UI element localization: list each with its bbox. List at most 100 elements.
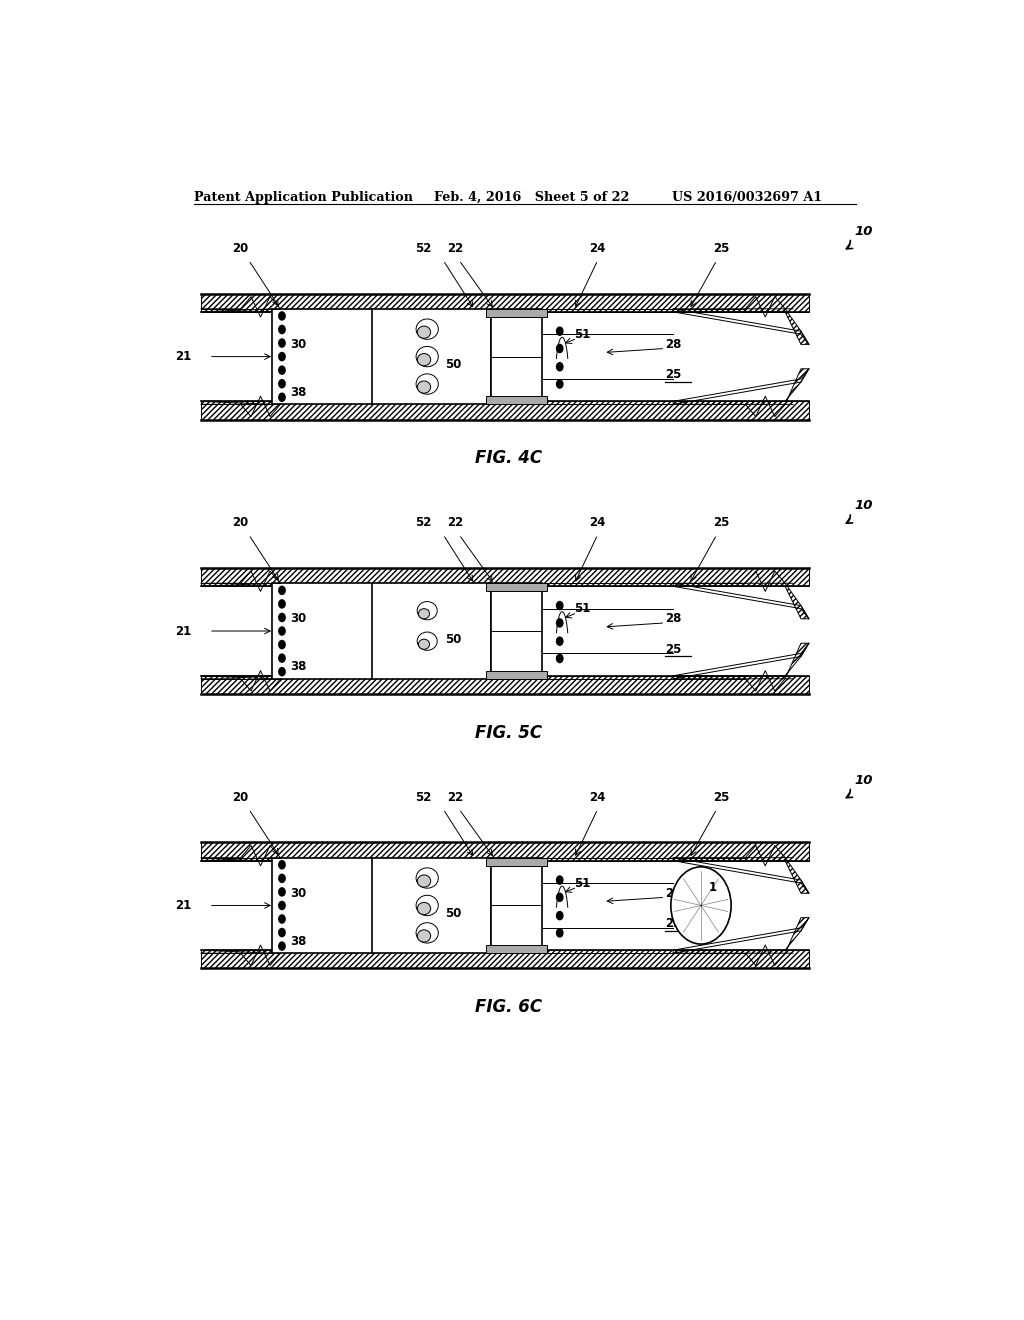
Text: 25: 25	[713, 242, 729, 255]
Bar	[272, 858, 490, 953]
Polygon shape	[673, 309, 809, 404]
Circle shape	[279, 915, 285, 923]
Circle shape	[557, 327, 563, 335]
Text: 51: 51	[574, 876, 591, 890]
Ellipse shape	[416, 867, 438, 888]
Circle shape	[279, 614, 285, 622]
Circle shape	[557, 380, 563, 388]
Text: FIG. 6C: FIG. 6C	[475, 998, 543, 1016]
Circle shape	[279, 366, 285, 374]
Text: 51: 51	[574, 327, 591, 341]
Text: 21: 21	[175, 899, 191, 912]
Ellipse shape	[418, 354, 431, 366]
Polygon shape	[673, 583, 809, 678]
Text: 38: 38	[290, 935, 306, 948]
Text: 30: 30	[290, 338, 306, 351]
Circle shape	[279, 902, 285, 909]
Text: FIG. 4C: FIG. 4C	[475, 449, 543, 467]
Text: 20: 20	[232, 516, 249, 529]
Bar	[490, 583, 543, 678]
Text: 21: 21	[175, 350, 191, 363]
Text: 25: 25	[666, 368, 682, 381]
Text: 22: 22	[447, 242, 463, 255]
Text: 24: 24	[590, 242, 606, 255]
Circle shape	[279, 339, 285, 347]
Bar	[201, 401, 809, 420]
Ellipse shape	[419, 609, 430, 619]
Bar	[490, 309, 543, 404]
Text: 25: 25	[666, 917, 682, 931]
Text: FIG. 5C: FIG. 5C	[475, 723, 543, 742]
Text: 20: 20	[232, 242, 249, 255]
Circle shape	[279, 352, 285, 360]
Circle shape	[557, 894, 563, 902]
Circle shape	[557, 602, 563, 610]
Circle shape	[557, 912, 563, 920]
Text: 50: 50	[444, 358, 461, 371]
Ellipse shape	[416, 319, 438, 339]
Circle shape	[279, 861, 285, 869]
Circle shape	[279, 627, 285, 635]
Ellipse shape	[416, 895, 438, 916]
Circle shape	[279, 942, 285, 950]
Bar	[201, 676, 809, 694]
Polygon shape	[201, 583, 272, 678]
Bar	[272, 309, 490, 404]
Text: 22: 22	[447, 516, 463, 529]
Polygon shape	[673, 858, 809, 953]
Text: 28: 28	[666, 887, 682, 900]
Bar	[486, 858, 547, 866]
Text: 28: 28	[666, 338, 682, 351]
Bar	[201, 842, 809, 861]
Bar	[201, 858, 809, 953]
Text: 25: 25	[713, 791, 729, 804]
Ellipse shape	[418, 875, 431, 887]
Polygon shape	[201, 858, 272, 953]
Bar	[201, 583, 809, 678]
Circle shape	[279, 668, 285, 676]
Bar	[486, 309, 547, 317]
Text: 25: 25	[666, 643, 682, 656]
Bar	[486, 396, 547, 404]
Circle shape	[279, 874, 285, 882]
Circle shape	[557, 929, 563, 937]
Bar	[490, 858, 543, 953]
Circle shape	[279, 640, 285, 648]
Circle shape	[557, 655, 563, 663]
Circle shape	[279, 586, 285, 594]
Ellipse shape	[416, 346, 438, 367]
Bar	[201, 568, 809, 586]
Text: Patent Application Publication: Patent Application Publication	[194, 191, 413, 203]
Ellipse shape	[419, 639, 430, 649]
Circle shape	[279, 380, 285, 388]
Ellipse shape	[416, 923, 438, 942]
Text: 50: 50	[444, 632, 461, 645]
Text: US 2016/0032697 A1: US 2016/0032697 A1	[672, 191, 821, 203]
Text: 10: 10	[854, 224, 872, 238]
Text: 21: 21	[175, 624, 191, 638]
Circle shape	[557, 876, 563, 884]
Text: 10: 10	[854, 774, 872, 787]
Circle shape	[279, 888, 285, 896]
Circle shape	[279, 312, 285, 319]
Text: 38: 38	[290, 660, 306, 673]
Ellipse shape	[418, 929, 431, 942]
Circle shape	[557, 345, 563, 352]
Ellipse shape	[417, 632, 437, 651]
Text: 10: 10	[854, 499, 872, 512]
Text: 28: 28	[666, 612, 682, 626]
Text: 1: 1	[709, 880, 717, 894]
Text: 52: 52	[415, 791, 431, 804]
Text: 38: 38	[290, 385, 306, 399]
Bar	[486, 583, 547, 591]
Circle shape	[671, 867, 731, 944]
Text: 52: 52	[415, 516, 431, 529]
Text: 30: 30	[290, 887, 306, 900]
Circle shape	[279, 393, 285, 401]
Text: 24: 24	[590, 791, 606, 804]
Text: 24: 24	[590, 516, 606, 529]
Ellipse shape	[416, 374, 438, 395]
Circle shape	[557, 619, 563, 627]
Bar	[272, 583, 490, 678]
Circle shape	[279, 599, 285, 609]
